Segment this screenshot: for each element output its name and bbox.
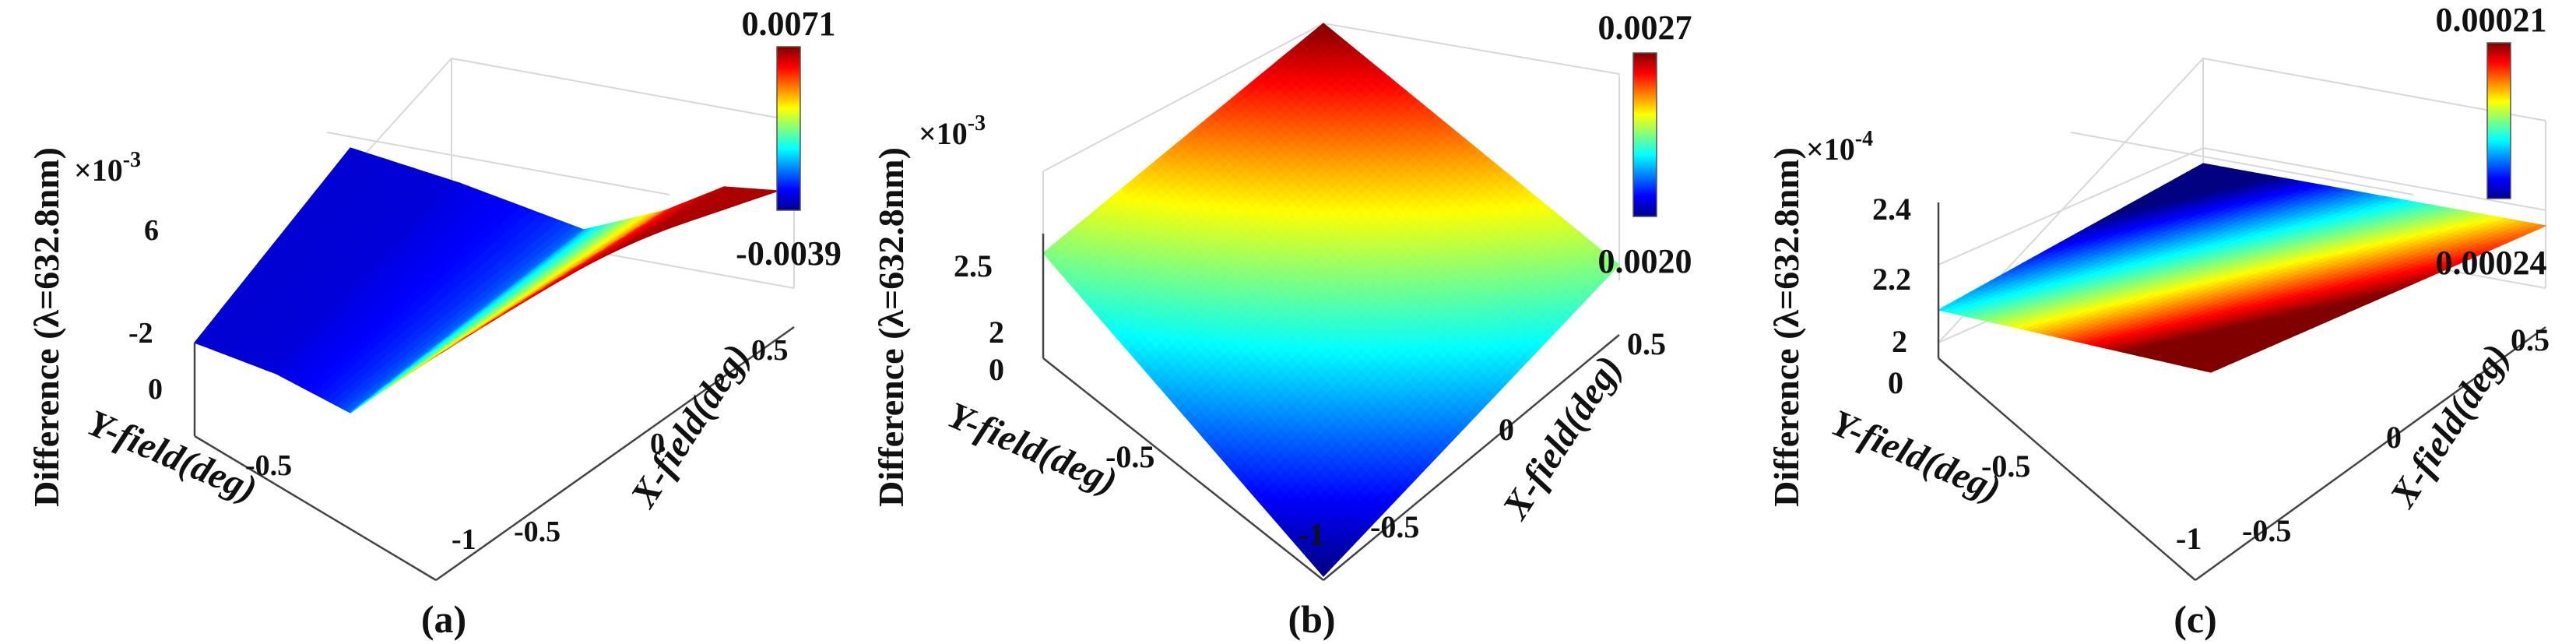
panel-b-y-tick-2: 0 <box>989 352 1004 387</box>
panel-b-colorbar-min: 0.0020 <box>1598 242 1692 280</box>
panel-a-z-tick-1: 6 <box>144 214 159 247</box>
panel-a-colorbar <box>776 46 801 211</box>
panel-b-colorbar-max: 0.0027 <box>1598 9 1692 47</box>
panel-a-label: (a) <box>421 597 466 641</box>
panel-a-xlabel: X-field(deg) <box>622 337 758 516</box>
panel-a-z-tick-0: -2 <box>128 317 153 350</box>
panel-a: 6 -2 0 -0.5 -1 -0.5 0 0.5 ×10-3 Differen… <box>26 5 842 641</box>
panel-b-zlabel: Difference (λ=632.8nm) <box>871 147 911 507</box>
panel-b-x-tick-0: -0.5 <box>1370 509 1419 544</box>
panel-a-y-tick-1: -0.5 <box>245 449 292 482</box>
panel-a-x-tick-2: 0.5 <box>751 334 789 367</box>
panel-b: 2.5 2 0 -0.5 -1 -0.5 0 0.5 ×10-3 Differe… <box>871 9 1692 641</box>
panel-b-exponent-base: ×10 <box>919 116 968 151</box>
panel-a-colorbar-max: 0.0071 <box>742 5 836 43</box>
panel-b-z-tick-1: 2.5 <box>954 248 993 283</box>
panel-c: 2.4 2.2 2 0 -0.5 -1 -0.5 0 0.5 ×10-4 Dif… <box>1766 1 2550 641</box>
panel-b-surface <box>1042 23 1620 577</box>
panel-b-exponent: ×10-3 <box>919 111 986 151</box>
panel-b-ylabel: Y-field(deg) <box>942 394 1123 502</box>
panel-a-y-tick-2: 0 <box>148 373 163 406</box>
panel-a-exponent-power: -3 <box>123 148 141 172</box>
panel-a-exponent: ×10-3 <box>74 148 141 188</box>
panel-a-zlabel: Difference (λ=632.8nm) <box>26 147 66 507</box>
panel-b-x-tick-1: 0 <box>1499 412 1514 447</box>
panel-a-x-tick-0: -0.5 <box>514 516 561 548</box>
panel-a-ylabel: Y-field(deg) <box>82 402 263 510</box>
panel-a-surface <box>194 147 779 413</box>
panel-b-x-tick-2: 0.5 <box>1627 326 1666 361</box>
panel-b-z-tick-0: 2 <box>989 315 1004 350</box>
panel-a-y-tick-0: -1 <box>452 523 476 556</box>
panel-a-axes-front <box>193 326 795 582</box>
panel-a-colorbar-min: -0.0039 <box>736 234 842 273</box>
panel-b-colorbar <box>1632 52 1657 217</box>
panel-b-exponent-power: -3 <box>968 111 986 135</box>
panel-a-x-tick-1: 0 <box>650 428 665 460</box>
panel-b-label: (b) <box>1288 597 1335 641</box>
panel-b-y-tick-0: -1 <box>1299 517 1324 552</box>
panel-a-exponent-base: ×10 <box>74 153 123 188</box>
